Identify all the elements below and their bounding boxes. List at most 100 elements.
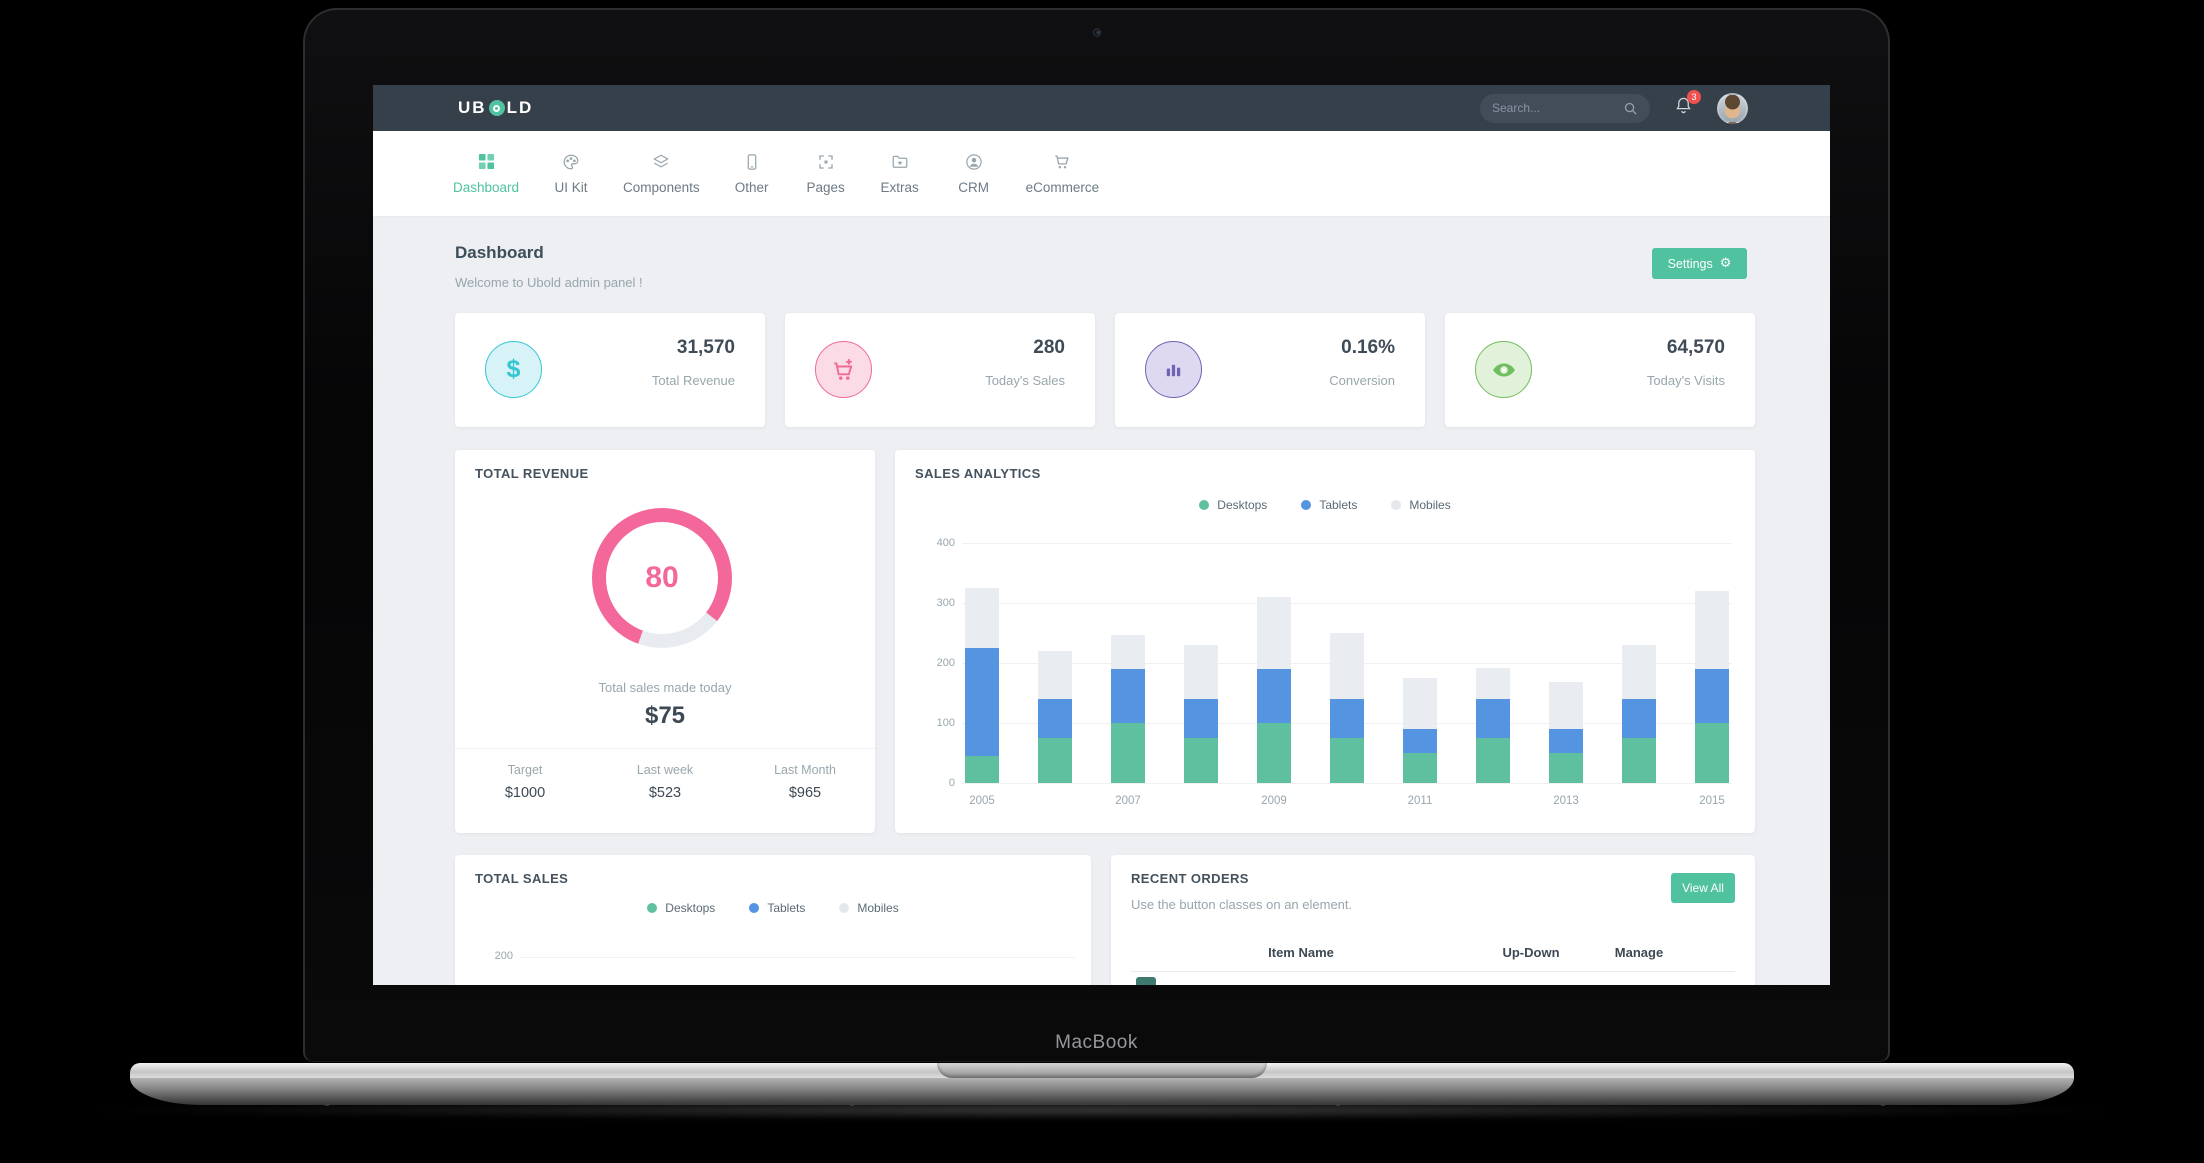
legend-dot-icon: [1199, 500, 1210, 510]
table-column-header: Item Name: [1268, 945, 1334, 960]
page-subtitle: Welcome to Ubold admin panel !: [455, 275, 643, 290]
card-title: TOTAL SALES: [475, 871, 569, 886]
menu-item-components[interactable]: Components: [623, 152, 700, 195]
bar-segment-mobiles-2010: [1330, 633, 1364, 699]
logo-o-icon: [488, 100, 505, 116]
legend-label: Tablets: [1319, 498, 1358, 512]
bar-segment-desktops-2015: [1695, 723, 1729, 783]
bar-segment-tablets-2008: [1184, 699, 1218, 738]
card-title: RECENT ORDERS: [1131, 871, 1249, 886]
stat-card: 280 Today's Sales: [785, 313, 1095, 427]
x-axis-tick: 2009: [1261, 795, 1287, 807]
table-column-header: Up-Down: [1502, 945, 1560, 960]
stat-card: $31,570 Total Revenue: [455, 313, 765, 427]
menu-item-ecommerce[interactable]: eCommerce: [1026, 152, 1099, 195]
bar-segment-mobiles-2011: [1403, 678, 1437, 729]
menu-item-other[interactable]: Other: [730, 152, 774, 195]
card-title: TOTAL REVENUE: [475, 466, 589, 481]
footer-label: Target: [507, 763, 543, 777]
stat-value: 280: [1033, 337, 1065, 358]
logo-text-pre: UB: [458, 98, 487, 117]
bar-segment-mobiles-2008: [1184, 645, 1218, 699]
stat-card: 0.16% Conversion: [1115, 313, 1425, 427]
user-icon: [965, 152, 983, 171]
eye-icon: [1475, 341, 1532, 398]
brand-logo: UB LD: [458, 98, 533, 118]
bar-segment-desktops-2007: [1111, 723, 1145, 783]
card-subtitle: Use the button classes on an element.: [1131, 897, 1353, 912]
settings-button[interactable]: Settings ⚙: [1652, 248, 1747, 279]
cart-icon: [1053, 152, 1071, 171]
dollar-icon: $: [485, 341, 542, 398]
bar-segment-mobiles-2006: [1038, 651, 1072, 699]
legend-item: Mobiles: [839, 901, 899, 915]
bar-segment-tablets-2005: [965, 648, 999, 756]
y-axis-tick: 100: [936, 717, 955, 729]
stat-label: Today's Visits: [1646, 373, 1725, 388]
search-input[interactable]: Search...: [1480, 93, 1650, 123]
menu-item-crm[interactable]: CRM: [952, 152, 996, 195]
stat-label: Conversion: [1329, 373, 1395, 388]
menu-item-label: Other: [734, 180, 769, 195]
legend-label: Mobiles: [1409, 498, 1451, 512]
bar-segment-mobiles-2013: [1549, 682, 1583, 729]
bar-segment-desktops-2010: [1330, 738, 1364, 783]
legend-label: Mobiles: [857, 901, 899, 915]
stat-label: Total Revenue: [651, 373, 735, 388]
lid-notch: [937, 1063, 1267, 1078]
menu-item-dashboard[interactable]: Dashboard: [453, 152, 519, 195]
view-all-button[interactable]: View All: [1671, 873, 1735, 903]
menu-item-pages[interactable]: Pages: [804, 152, 848, 195]
stat-card: 64,570 Today's Visits: [1445, 313, 1755, 427]
y-axis-tick: 400: [936, 537, 955, 549]
expand-icon: [817, 152, 835, 171]
stacked-bar-chart: 0 100 200 300 400 2005 2007 2009 2011 2013 2015: [937, 537, 1732, 807]
footer-label: Last week: [636, 763, 694, 777]
bar-segment-desktops-2008: [1184, 738, 1218, 783]
bar-segment-desktops-2012: [1476, 738, 1510, 783]
bar-segment-mobiles-2009: [1257, 597, 1291, 669]
revenue-footer-col: Last Month $965: [735, 763, 875, 801]
x-axis-tick: 2013: [1553, 795, 1579, 807]
bar-segment-mobiles-2007: [1111, 635, 1145, 669]
bar-segment-mobiles-2005: [965, 588, 999, 648]
menu-item-label: Components: [623, 180, 700, 195]
page-content: Dashboard Welcome to Ubold admin panel !…: [373, 217, 1830, 985]
page-title: Dashboard: [455, 243, 544, 262]
bar-segment-desktops-2009: [1257, 723, 1291, 783]
legend-dot-icon: [749, 903, 760, 913]
stat-label: Today's Sales: [985, 373, 1065, 388]
base-shadow: [95, 1101, 2109, 1119]
notifications-button[interactable]: 3: [1674, 90, 1701, 120]
sales-amount: $75: [644, 702, 686, 729]
stat-value: 0.16%: [1341, 337, 1395, 358]
menu-item-ui-kit[interactable]: UI Kit: [549, 152, 593, 195]
legend-item: Desktops: [647, 901, 715, 915]
user-avatar[interactable]: [1717, 92, 1748, 124]
bar-segment-tablets-2006: [1038, 699, 1072, 738]
gridline: [962, 603, 1732, 604]
top-navbar: UB LD Search... 3: [373, 85, 1830, 131]
y-axis-tick: 0: [948, 777, 955, 789]
screen: UB LD Search... 3 Dashboard UI Kit Compone…: [373, 85, 1830, 985]
device-label: MacBook: [1055, 1032, 1138, 1053]
base-body: [130, 1078, 2074, 1106]
x-axis-tick: 2011: [1407, 795, 1433, 807]
bar-segment-tablets-2009: [1257, 669, 1291, 723]
palette-icon: [562, 152, 580, 171]
sales-analytics-card: SALES ANALYTICS Desktops Tablets Mobiles 0…: [895, 450, 1755, 833]
menu-item-extras[interactable]: Extras: [878, 152, 922, 195]
footer-value: $965: [788, 785, 822, 801]
gridline: [520, 957, 1075, 958]
stat-value: 31,570: [676, 337, 735, 358]
bar-segment-tablets-2011: [1403, 729, 1437, 753]
layers-icon: [652, 152, 670, 171]
recent-orders-card: RECENT ORDERS View All Use the button cl…: [1111, 855, 1755, 985]
total-revenue-card: TOTAL REVENUE 80 Total sales made today …: [455, 450, 875, 833]
legend-dot-icon: [839, 903, 850, 913]
bar-segment-desktops-2005: [965, 756, 999, 783]
grid-icon: [478, 152, 495, 171]
cart-plus-icon: [815, 341, 872, 398]
stat-value: 64,570: [1666, 337, 1725, 358]
main-menu: Dashboard UI Kit Components Other Pages Extra…: [373, 131, 1830, 217]
